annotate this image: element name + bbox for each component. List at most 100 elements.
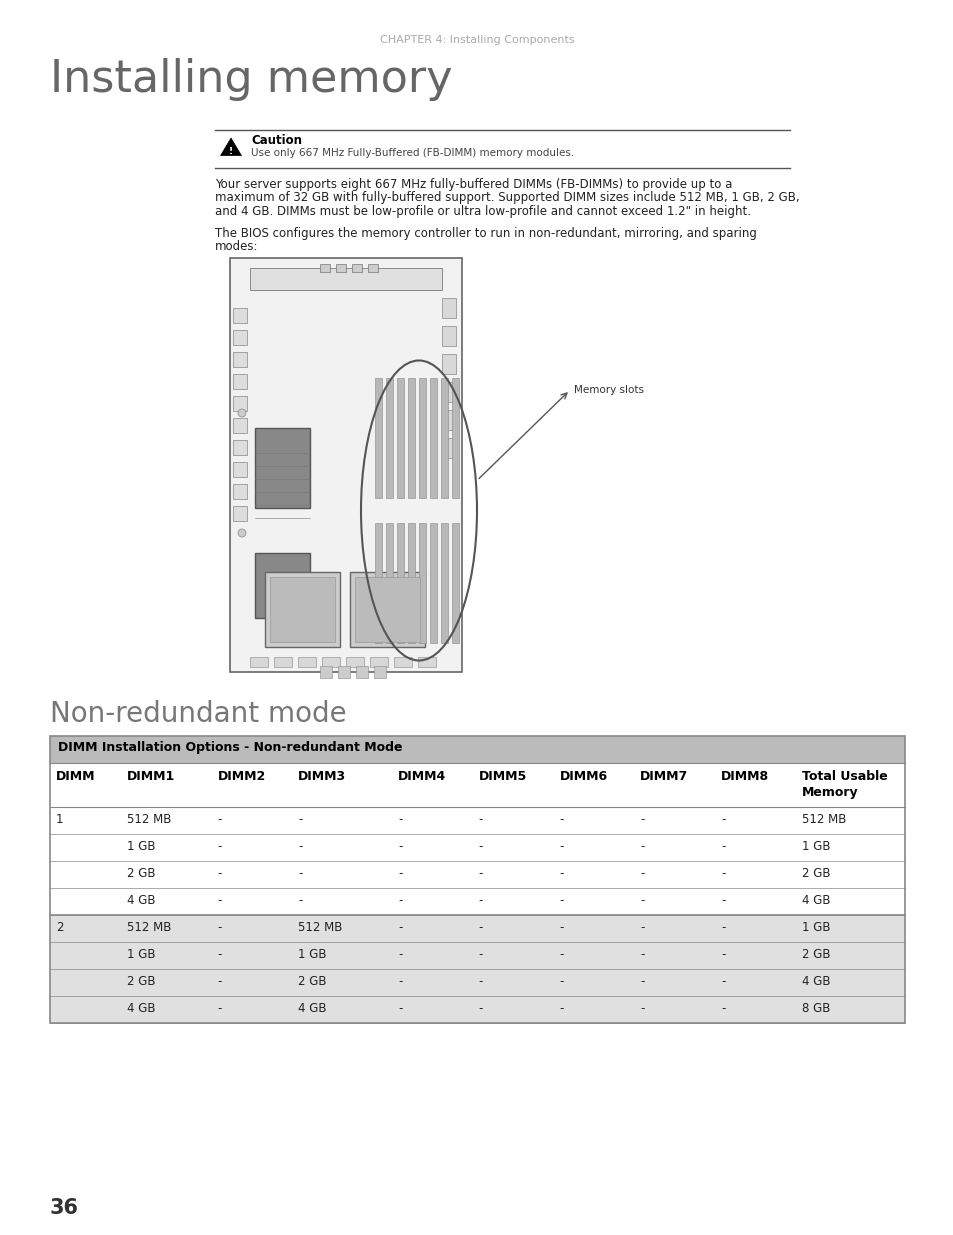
Text: -: - bbox=[217, 867, 222, 881]
Text: -: - bbox=[558, 813, 563, 826]
Text: -: - bbox=[478, 1002, 482, 1015]
Text: -: - bbox=[639, 840, 644, 853]
Bar bbox=[233, 484, 247, 499]
Text: 2 GB: 2 GB bbox=[801, 948, 829, 961]
Text: DIMM: DIMM bbox=[56, 769, 95, 783]
Bar bbox=[375, 522, 381, 643]
Text: DIMM4: DIMM4 bbox=[397, 769, 446, 783]
Text: -: - bbox=[298, 840, 302, 853]
Text: 1 GB: 1 GB bbox=[801, 840, 829, 853]
Bar bbox=[50, 888, 904, 915]
Bar bbox=[319, 666, 332, 678]
Bar bbox=[50, 834, 904, 861]
Text: 2 GB: 2 GB bbox=[127, 974, 155, 988]
Text: -: - bbox=[397, 948, 402, 961]
Text: 8 GB: 8 GB bbox=[801, 1002, 829, 1015]
Bar bbox=[233, 440, 247, 454]
Text: -: - bbox=[397, 813, 402, 826]
Text: DIMM5: DIMM5 bbox=[478, 769, 526, 783]
Text: The BIOS configures the memory controller to run in non-redundant, mirroring, an: The BIOS configures the memory controlle… bbox=[214, 226, 756, 240]
Text: Total Usable
Memory: Total Usable Memory bbox=[801, 769, 886, 799]
Text: -: - bbox=[558, 974, 563, 988]
Bar bbox=[230, 258, 461, 672]
Bar bbox=[233, 330, 247, 345]
Bar bbox=[322, 657, 339, 667]
Bar bbox=[386, 522, 393, 643]
Text: !: ! bbox=[229, 147, 233, 157]
Bar bbox=[418, 522, 426, 643]
Circle shape bbox=[237, 529, 246, 537]
Text: 512 MB: 512 MB bbox=[298, 921, 342, 934]
Text: -: - bbox=[639, 813, 644, 826]
Text: Caution: Caution bbox=[251, 135, 302, 147]
Text: CHAPTER 4: Installing Components: CHAPTER 4: Installing Components bbox=[379, 35, 574, 44]
Text: -: - bbox=[397, 1002, 402, 1015]
Bar bbox=[417, 657, 436, 667]
Bar bbox=[408, 522, 415, 643]
Text: -: - bbox=[397, 840, 402, 853]
Text: 4 GB: 4 GB bbox=[801, 974, 829, 988]
Bar bbox=[297, 657, 315, 667]
Text: and 4 GB. DIMMs must be low-profile or ultra low-profile and cannot exceed 1.2" : and 4 GB. DIMMs must be low-profile or u… bbox=[214, 205, 750, 219]
Text: 2 GB: 2 GB bbox=[298, 974, 327, 988]
Text: -: - bbox=[217, 948, 222, 961]
Text: -: - bbox=[478, 921, 482, 934]
Bar bbox=[233, 462, 247, 477]
Bar bbox=[265, 572, 339, 647]
Text: -: - bbox=[720, 867, 724, 881]
Text: -: - bbox=[478, 840, 482, 853]
Text: -: - bbox=[558, 840, 563, 853]
Text: Your server supports eight 667 MHz fully-buffered DIMMs (FB-DIMMs) to provide up: Your server supports eight 667 MHz fully… bbox=[214, 178, 732, 191]
Text: 4 GB: 4 GB bbox=[298, 1002, 327, 1015]
Text: 1: 1 bbox=[56, 813, 64, 826]
Bar bbox=[396, 522, 403, 643]
Bar bbox=[441, 354, 456, 374]
Bar bbox=[350, 572, 424, 647]
Text: 512 MB: 512 MB bbox=[127, 813, 172, 826]
Text: 512 MB: 512 MB bbox=[127, 921, 172, 934]
Bar bbox=[50, 942, 904, 969]
Text: -: - bbox=[478, 948, 482, 961]
Text: 1 GB: 1 GB bbox=[127, 840, 155, 853]
Text: Installing memory: Installing memory bbox=[50, 58, 452, 101]
Bar bbox=[452, 378, 458, 498]
Bar bbox=[274, 657, 292, 667]
Text: DIMM6: DIMM6 bbox=[558, 769, 607, 783]
Text: DIMM Installation Options - Non-redundant Mode: DIMM Installation Options - Non-redundan… bbox=[58, 741, 402, 755]
Text: DIMM8: DIMM8 bbox=[720, 769, 768, 783]
Text: -: - bbox=[298, 894, 302, 906]
Text: Use only 667 MHz Fully-Buffered (FB-DIMM) memory modules.: Use only 667 MHz Fully-Buffered (FB-DIMM… bbox=[251, 148, 574, 158]
Bar bbox=[440, 378, 448, 498]
Text: -: - bbox=[217, 1002, 222, 1015]
Bar bbox=[233, 374, 247, 389]
Text: 1 GB: 1 GB bbox=[801, 921, 829, 934]
Bar bbox=[337, 666, 350, 678]
Bar bbox=[233, 417, 247, 433]
Text: -: - bbox=[298, 813, 302, 826]
Bar bbox=[50, 969, 904, 995]
Text: Memory slots: Memory slots bbox=[574, 385, 643, 395]
Text: -: - bbox=[639, 1002, 644, 1015]
Bar bbox=[418, 378, 426, 498]
Bar bbox=[346, 657, 364, 667]
Bar bbox=[370, 657, 388, 667]
Text: -: - bbox=[217, 974, 222, 988]
Text: DIMM3: DIMM3 bbox=[298, 769, 346, 783]
Text: -: - bbox=[720, 840, 724, 853]
Text: -: - bbox=[639, 867, 644, 881]
Bar bbox=[233, 352, 247, 367]
Text: -: - bbox=[397, 921, 402, 934]
Circle shape bbox=[237, 409, 246, 417]
Text: -: - bbox=[558, 867, 563, 881]
Text: DIMM2: DIMM2 bbox=[217, 769, 266, 783]
Bar bbox=[430, 522, 436, 643]
Bar bbox=[386, 378, 393, 498]
Text: DIMM1: DIMM1 bbox=[127, 769, 175, 783]
Text: -: - bbox=[639, 974, 644, 988]
Bar bbox=[394, 657, 412, 667]
Bar bbox=[254, 429, 310, 508]
Bar bbox=[50, 806, 904, 834]
Text: modes:: modes: bbox=[214, 240, 258, 253]
Bar bbox=[355, 577, 419, 642]
Text: -: - bbox=[397, 974, 402, 988]
